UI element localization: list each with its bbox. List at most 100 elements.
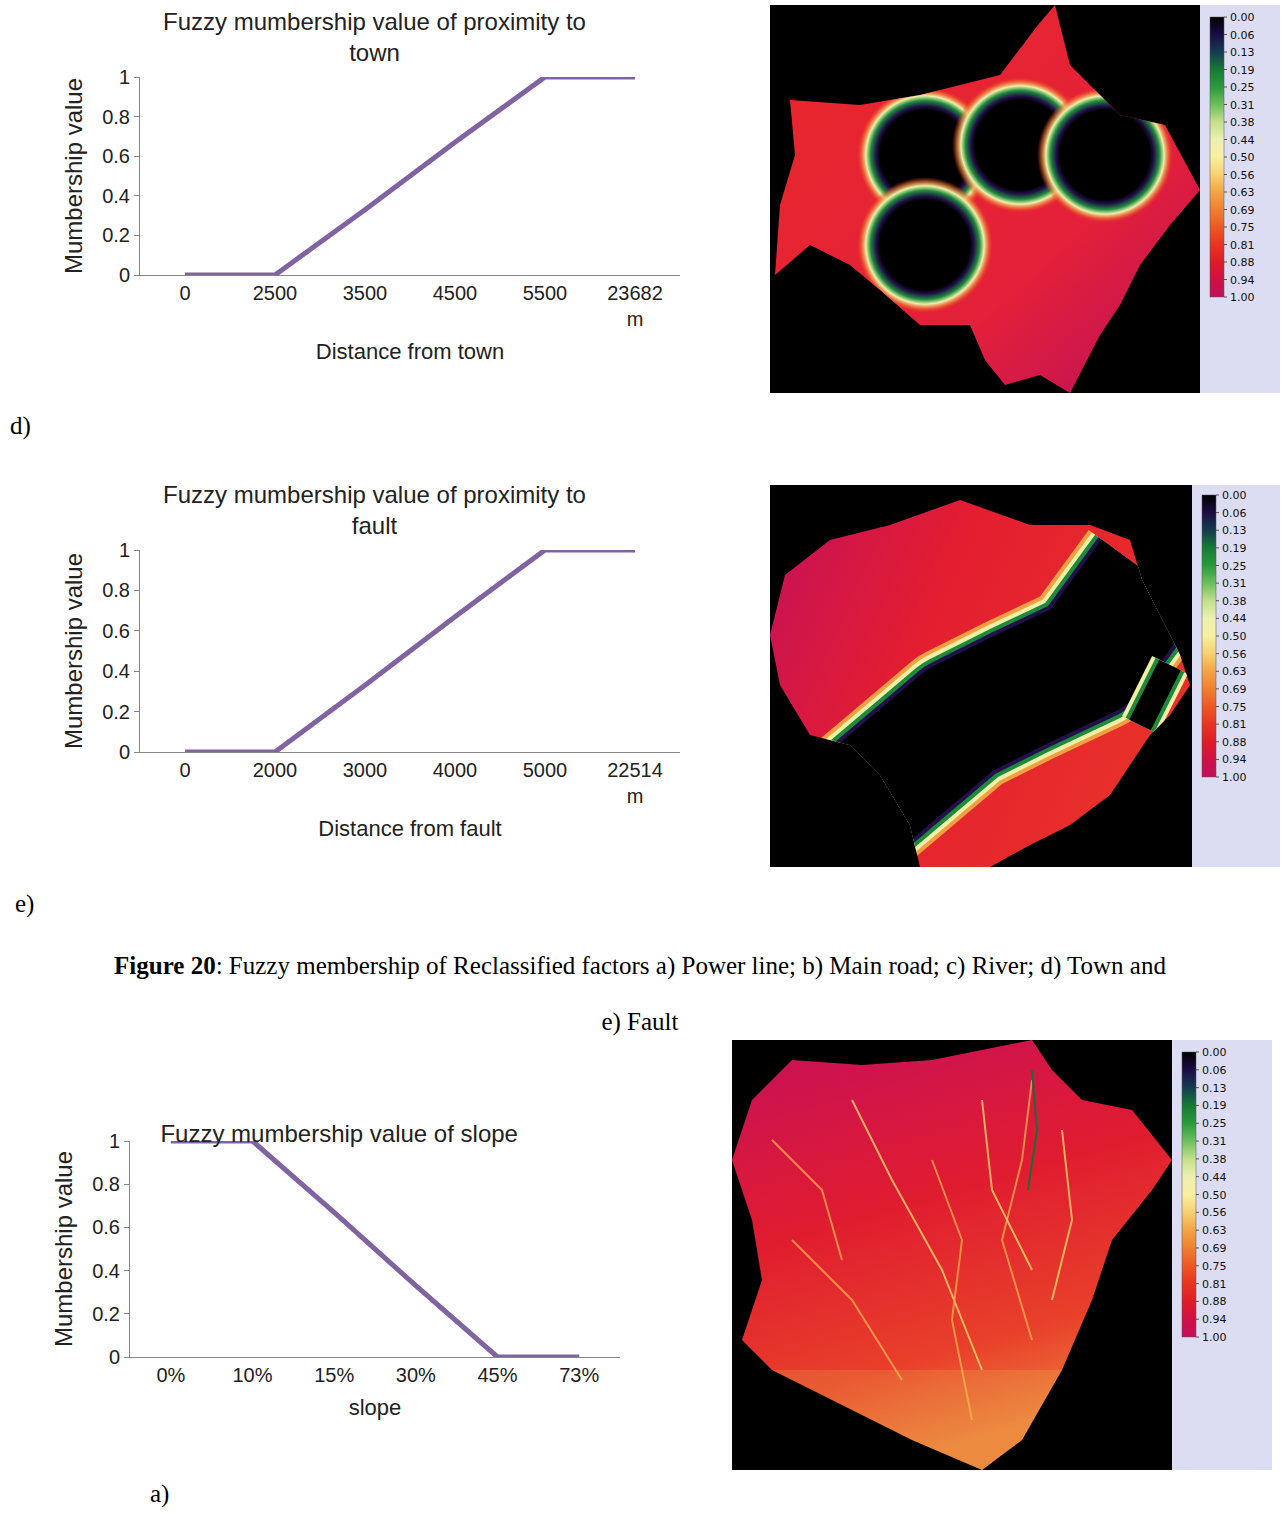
svg-text:0.2: 0.2 <box>102 224 130 246</box>
svg-text:0.81: 0.81 <box>1222 718 1247 731</box>
svg-text:0.88: 0.88 <box>1222 736 1247 749</box>
svg-text:45%: 45% <box>477 1364 517 1386</box>
svg-text:3500: 3500 <box>343 282 388 304</box>
svg-text:0.13: 0.13 <box>1222 524 1247 537</box>
html-text:e): e) <box>15 890 35 917</box>
svg-text:0.81: 0.81 <box>1230 239 1255 252</box>
svg-text:2500: 2500 <box>253 282 298 304</box>
svg-text:0%: 0% <box>156 1364 185 1386</box>
svg-text:2000: 2000 <box>253 759 298 781</box>
svg-text:0.25: 0.25 <box>1222 560 1247 573</box>
svg-text:0.06: 0.06 <box>1202 1064 1227 1077</box>
svg-text:0.56: 0.56 <box>1202 1206 1227 1219</box>
svg-text:0.88: 0.88 <box>1202 1295 1227 1308</box>
svg-text:0.94: 0.94 <box>1222 753 1247 766</box>
svg-text:0.6: 0.6 <box>92 1216 120 1238</box>
svg-text:5000: 5000 <box>523 759 568 781</box>
svg-text:0.75: 0.75 <box>1230 221 1255 234</box>
svg-text:0.25: 0.25 <box>1202 1117 1227 1130</box>
svg-text:1.00: 1.00 <box>1202 1331 1227 1344</box>
svg-text:0.6: 0.6 <box>102 620 130 642</box>
svg-text:0.63: 0.63 <box>1222 665 1247 678</box>
svg-text:73%: 73% <box>559 1364 599 1386</box>
svg-text:3000: 3000 <box>343 759 388 781</box>
svg-text:Distance from town: Distance from town <box>316 339 504 364</box>
svg-text:0.81: 0.81 <box>1202 1278 1227 1291</box>
svg-text:0.94: 0.94 <box>1202 1313 1227 1326</box>
svg-text:0.44: 0.44 <box>1230 134 1255 147</box>
svg-text:5500: 5500 <box>523 282 568 304</box>
svg-text:0.00: 0.00 <box>1202 1046 1227 1059</box>
svg-text:22514m: 22514m <box>607 759 663 807</box>
svg-text:0.00: 0.00 <box>1222 489 1247 502</box>
svg-text:0.63: 0.63 <box>1230 186 1255 199</box>
svg-text:0.4: 0.4 <box>102 185 130 207</box>
svg-text:0.4: 0.4 <box>102 660 130 682</box>
svg-text:Fuzzy mumbership value of prox: Fuzzy mumbership value of proximity toto… <box>163 8 586 66</box>
svg-text:0.4: 0.4 <box>92 1260 120 1282</box>
svg-text:0.44: 0.44 <box>1222 612 1247 625</box>
svg-text:0.13: 0.13 <box>1202 1082 1227 1095</box>
svg-text:Mumbership value: Mumbership value <box>60 78 87 274</box>
svg-text:slope: slope <box>349 1395 402 1420</box>
svg-text:0.8: 0.8 <box>92 1173 120 1195</box>
svg-text:0.00: 0.00 <box>1230 11 1255 24</box>
svg-text:0.25: 0.25 <box>1230 81 1255 94</box>
svg-text:1: 1 <box>119 539 130 561</box>
svg-text:0.2: 0.2 <box>102 701 130 723</box>
svg-text:0.38: 0.38 <box>1222 595 1247 608</box>
svg-text:0.13: 0.13 <box>1230 46 1255 59</box>
svg-text:0.31: 0.31 <box>1230 99 1255 112</box>
svg-text:0: 0 <box>109 1346 120 1368</box>
svg-text:Fuzzy mumbership value of prox: Fuzzy mumbership value of proximity tofa… <box>163 481 586 539</box>
svg-text:0.19: 0.19 <box>1230 64 1255 77</box>
svg-text:Mumbership value: Mumbership value <box>60 553 87 749</box>
svg-text:0: 0 <box>119 264 130 286</box>
svg-text:0.75: 0.75 <box>1202 1260 1227 1273</box>
svg-text:0.31: 0.31 <box>1222 577 1247 590</box>
svg-text:0.69: 0.69 <box>1222 683 1247 696</box>
svg-text:Distance from fault: Distance from fault <box>318 816 501 841</box>
svg-text:0.88: 0.88 <box>1230 256 1255 269</box>
svg-text:0.56: 0.56 <box>1230 169 1255 182</box>
svg-text:0.8: 0.8 <box>102 579 130 601</box>
svg-text:0: 0 <box>179 759 190 781</box>
svg-text:30%: 30% <box>396 1364 436 1386</box>
svg-text:0.50: 0.50 <box>1222 630 1247 643</box>
svg-text:0.19: 0.19 <box>1222 542 1247 555</box>
svg-text:0.2: 0.2 <box>92 1303 120 1325</box>
svg-text:1.00: 1.00 <box>1230 291 1255 304</box>
svg-text:0.50: 0.50 <box>1230 151 1255 164</box>
svg-text:0.69: 0.69 <box>1230 204 1255 217</box>
svg-text:0: 0 <box>179 282 190 304</box>
svg-text:1: 1 <box>119 66 130 88</box>
svg-text:0.06: 0.06 <box>1230 29 1255 42</box>
svg-text:0: 0 <box>119 741 130 763</box>
svg-text:Fuzzy mumbership value of slop: Fuzzy mumbership value of slope <box>160 1120 518 1147</box>
svg-text:4000: 4000 <box>433 759 478 781</box>
svg-text:0.19: 0.19 <box>1202 1099 1227 1112</box>
svg-text:0.50: 0.50 <box>1202 1189 1227 1202</box>
svg-text:10%: 10% <box>232 1364 272 1386</box>
html-text:Figure 20: Fuzzy membership of: Figure 20: Fuzzy membership of Reclassif… <box>114 952 1166 1035</box>
svg-text:0.94: 0.94 <box>1230 274 1255 287</box>
html-text:d): d) <box>10 412 31 439</box>
svg-text:Mumbership value: Mumbership value <box>50 1151 77 1347</box>
svg-text:0.38: 0.38 <box>1230 116 1255 129</box>
svg-text:0.69: 0.69 <box>1202 1242 1227 1255</box>
svg-text:15%: 15% <box>314 1364 354 1386</box>
svg-text:0.06: 0.06 <box>1222 507 1247 520</box>
svg-text:0.56: 0.56 <box>1222 648 1247 661</box>
svg-text:23682m: 23682m <box>607 282 663 330</box>
svg-text:1: 1 <box>109 1130 120 1152</box>
svg-text:0.75: 0.75 <box>1222 701 1247 714</box>
svg-text:4500: 4500 <box>433 282 478 304</box>
svg-text:0.6: 0.6 <box>102 145 130 167</box>
svg-text:0.38: 0.38 <box>1202 1153 1227 1166</box>
svg-text:0.63: 0.63 <box>1202 1224 1227 1237</box>
svg-text:0.31: 0.31 <box>1202 1135 1227 1148</box>
html-text:a): a) <box>150 1480 170 1507</box>
svg-text:0.8: 0.8 <box>102 106 130 128</box>
svg-text:1.00: 1.00 <box>1222 771 1247 784</box>
svg-text:0.44: 0.44 <box>1202 1171 1227 1184</box>
